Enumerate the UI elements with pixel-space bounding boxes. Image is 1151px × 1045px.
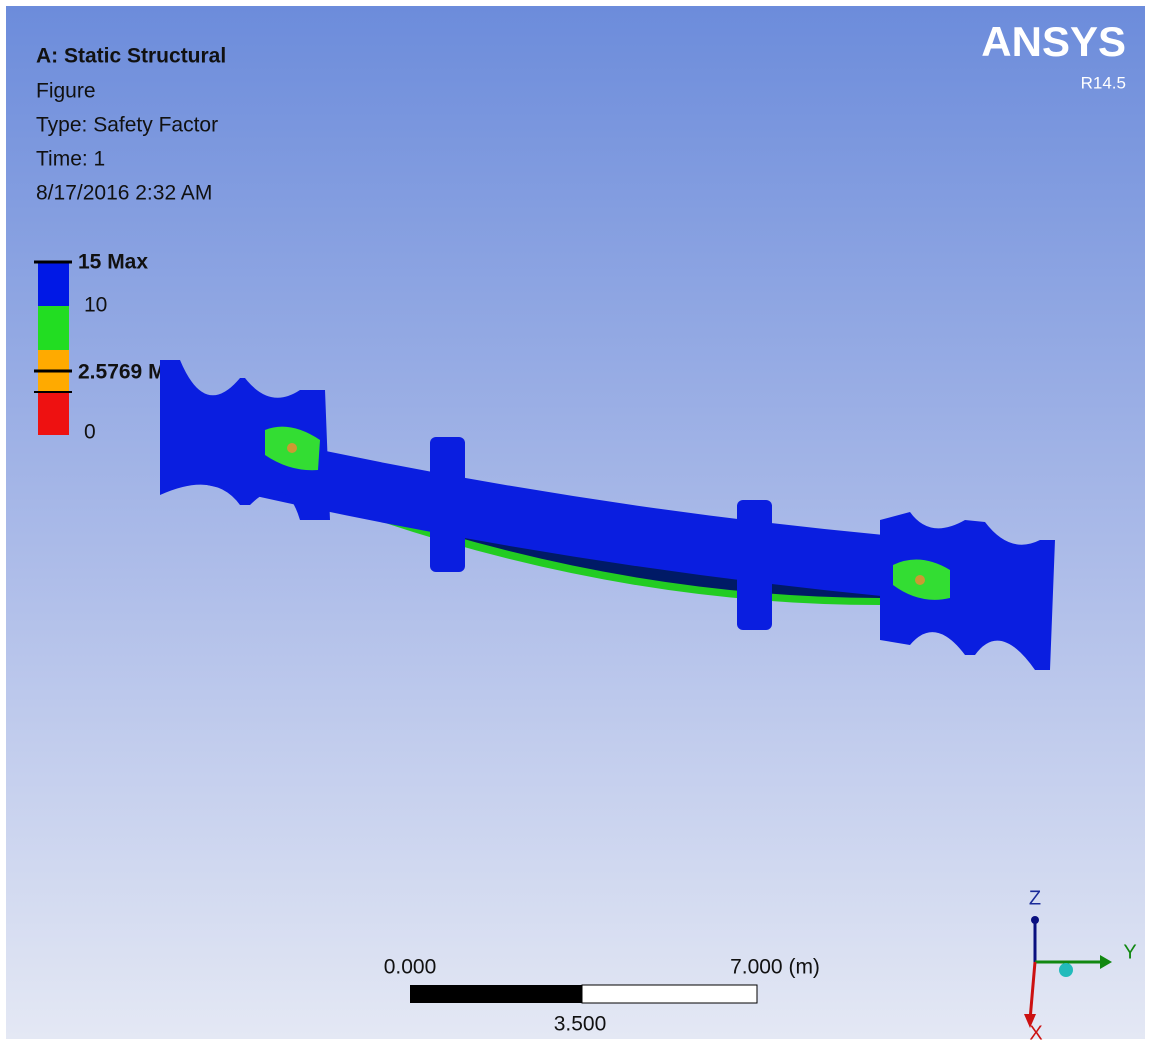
scale-segment [410, 985, 582, 1003]
logo-version: R14.5 [1081, 73, 1126, 92]
title: A: Static Structural [36, 45, 226, 68]
info-line: Time: 1 [36, 148, 105, 171]
info-line: Figure [36, 80, 96, 103]
legend-label: 10 [84, 294, 107, 317]
axis-label: X [1029, 1022, 1042, 1044]
info-line: 8/17/2016 2:32 AM [36, 182, 212, 205]
model-hotspot [287, 443, 297, 453]
viewport: A: Static Structural Figure Type: Safety… [0, 0, 1151, 1045]
page: A: Static Structural Figure Type: Safety… [0, 0, 1151, 1045]
legend-swatch [38, 306, 69, 350]
legend-swatch [38, 392, 69, 435]
model-hotspot [915, 575, 925, 585]
legend-label: 15 Max [78, 251, 148, 274]
scale-label: 3.500 [554, 1013, 607, 1036]
axis-label: Z [1029, 887, 1041, 909]
scale-segment [582, 985, 757, 1003]
info-line: Type: Safety Factor [36, 114, 218, 137]
axis-sphere [1059, 963, 1073, 977]
legend-label: 0 [84, 421, 96, 444]
axis-label: Y [1123, 941, 1136, 963]
scale-label: 7.000 (m) [730, 956, 820, 979]
logo: ANSYS [981, 18, 1126, 65]
scale-label: 0.000 [384, 956, 437, 979]
legend-swatch [38, 262, 69, 306]
axis-z [1031, 916, 1039, 924]
